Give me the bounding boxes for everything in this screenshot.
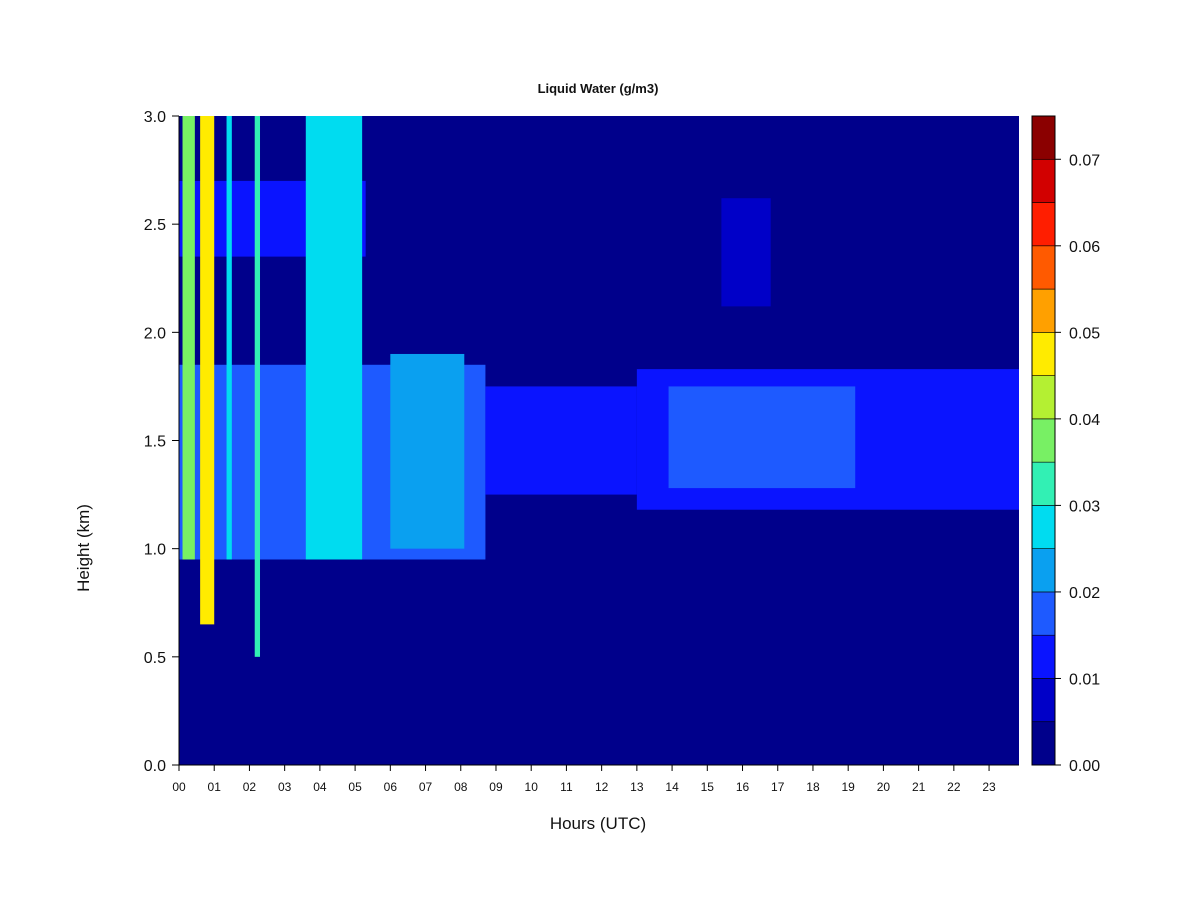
y-tick-label: 2.5: [144, 217, 166, 234]
y-tick-label: 3.0: [144, 109, 166, 126]
colorbar-tick-label: 0.02: [1069, 585, 1100, 602]
x-tick-label: 12: [595, 780, 609, 794]
y-axis: 0.0 0.5 1.0 1.5 2.0 2.5 3.0: [144, 109, 180, 775]
x-tick-label: 06: [384, 780, 398, 794]
x-tick-label: 05: [348, 780, 362, 794]
y-tick-label: 2.0: [144, 325, 166, 342]
x-tick-label: 19: [842, 780, 856, 794]
y-axis-label: Height (km): [74, 504, 93, 592]
colorbar-frame: [1031, 115, 1056, 766]
y-tick-label: 0.5: [144, 650, 166, 667]
colorbar-tick-label: 0.03: [1069, 498, 1100, 515]
colorbar-swatch: [1031, 505, 1056, 549]
x-tick-label: 08: [454, 780, 468, 794]
colorbar-swatch: [1031, 332, 1056, 376]
x-tick-label: 02: [243, 780, 257, 794]
colorbar-swatch: [1031, 591, 1056, 636]
plot-area: [179, 116, 1019, 765]
colorbar-swatch: [1031, 245, 1056, 290]
x-tick-label: 04: [313, 780, 327, 794]
colorbar-swatch: [1031, 461, 1056, 506]
x-tick-label: 09: [489, 780, 503, 794]
x-tick-label: 16: [736, 780, 750, 794]
colorbar-tick-label: 0.05: [1069, 325, 1100, 342]
heatmap-cell: [668, 386, 856, 489]
x-axis: 00 01 02 03 04 05 06 07 08 09 10 11 12 13 14 15 16 17 18 19…: [172, 764, 1019, 794]
y-tick-label: 1.5: [144, 434, 166, 451]
x-tick-label: 21: [912, 780, 926, 794]
colorbar-swatch: [1031, 202, 1056, 247]
colorbar: 0.00 0.01 0.02 0.03 0.04 0.05 0.06 0.07: [1031, 115, 1100, 775]
colorbar-swatch: [1031, 634, 1056, 679]
x-tick-label: 23: [982, 780, 996, 794]
colorbar-swatch: [1031, 158, 1056, 203]
colorbar-tick-label: 0.04: [1069, 412, 1100, 429]
x-tick-label: 20: [877, 780, 891, 794]
heatmap-cell: [182, 116, 195, 560]
x-tick-label: 17: [771, 780, 785, 794]
colorbar-tick-label: 0.07: [1069, 152, 1100, 169]
x-tick-label: 10: [525, 780, 539, 794]
x-tick-label: 13: [630, 780, 644, 794]
x-tick-label: 14: [665, 780, 679, 794]
x-tick-label: 07: [419, 780, 433, 794]
x-axis-label: Hours (UTC): [550, 814, 646, 833]
colorbar-swatch: [1031, 115, 1056, 160]
colorbar-swatch: [1031, 288, 1056, 333]
colorbar-swatch: [1031, 678, 1056, 723]
x-tick-label: 03: [278, 780, 292, 794]
heatmap-cell: [390, 353, 465, 549]
colorbar-swatch: [1031, 375, 1056, 420]
y-tick-label: 0.0: [144, 758, 166, 775]
heatmap-cell: [254, 116, 261, 657]
heatmap-cell: [200, 116, 215, 625]
x-tick-label: 01: [208, 780, 222, 794]
heatmap-cell: [226, 116, 232, 560]
heatmap-cell: [305, 116, 363, 560]
colorbar-tick-label: 0.06: [1069, 239, 1100, 256]
colorbar-swatch: [1031, 418, 1056, 463]
x-tick-label: 15: [701, 780, 715, 794]
y-tick-label: 1.0: [144, 542, 166, 559]
colorbar-swatch: [1031, 548, 1056, 593]
x-tick-label: 00: [172, 780, 186, 794]
chart-title: Liquid Water (g/m3): [538, 81, 659, 96]
x-tick-label: 18: [806, 780, 820, 794]
colorbar-swatch: [1031, 721, 1056, 766]
colorbar-tick-label: 0.01: [1069, 671, 1100, 688]
heatmap-cell: [485, 386, 637, 495]
x-tick-label: 11: [560, 780, 573, 794]
heatmap-cell: [721, 198, 771, 307]
colorbar-tick-label: 0.00: [1069, 758, 1100, 775]
x-tick-label: 22: [947, 780, 961, 794]
